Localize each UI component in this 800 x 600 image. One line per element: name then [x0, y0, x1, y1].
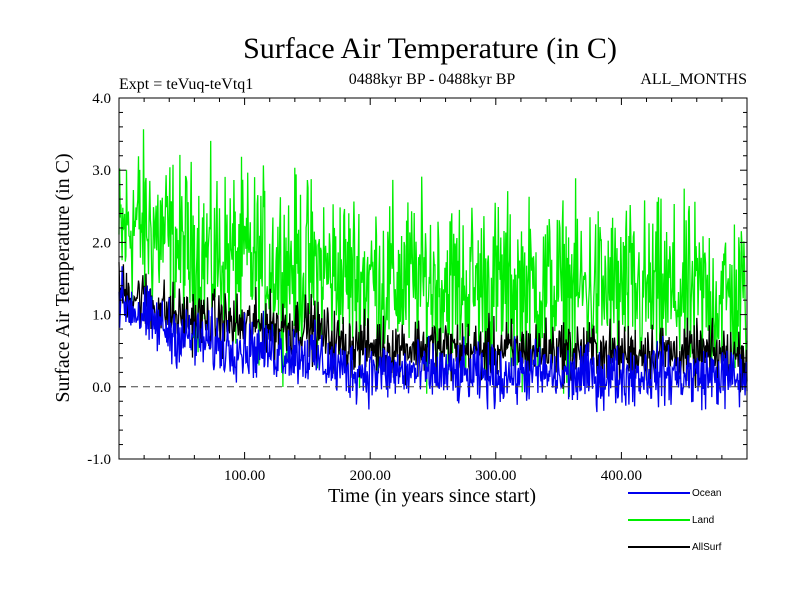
- series-line-ocean: [118, 266, 748, 413]
- chart-title: Surface Air Temperature (in C): [243, 32, 617, 65]
- period-label: 0488kyr BP - 0488kyr BP: [349, 71, 516, 88]
- months-label: ALL_MONTHS: [640, 71, 747, 88]
- axis-tick-labels: 100.00 200.00 300.00 400.00 -1.0 0.0 1.0 2.0 3.0…: [87, 91, 642, 484]
- x-tick-label: 100.00: [224, 468, 265, 484]
- y-axis-label: Surface Air Temperature (in C): [52, 153, 74, 402]
- legend-label-allsurf: AllSurf: [692, 542, 722, 553]
- series-line-land: [118, 129, 748, 398]
- legend: Ocean Land AllSurf: [628, 488, 722, 553]
- plot-series: [118, 129, 748, 413]
- y-tick-label: 2.0: [92, 235, 111, 251]
- legend-label-ocean: Ocean: [692, 488, 721, 499]
- legend-label-land: Land: [692, 515, 714, 526]
- axis-ticks: [119, 97, 747, 460]
- experiment-label: Expt = teVuq-teVtq1: [119, 76, 253, 93]
- y-tick-label: 3.0: [92, 163, 111, 179]
- x-tick-label: 200.00: [350, 468, 391, 484]
- x-tick-label: 400.00: [601, 468, 642, 484]
- y-tick-label: 1.0: [92, 308, 111, 324]
- x-axis-label: Time (in years since start): [328, 485, 536, 507]
- y-tick-label: 0.0: [92, 380, 111, 396]
- x-tick-label: 300.00: [475, 468, 516, 484]
- plot-frame: [118, 97, 748, 460]
- y-tick-label: 4.0: [92, 91, 111, 107]
- y-tick-label: -1.0: [87, 452, 111, 468]
